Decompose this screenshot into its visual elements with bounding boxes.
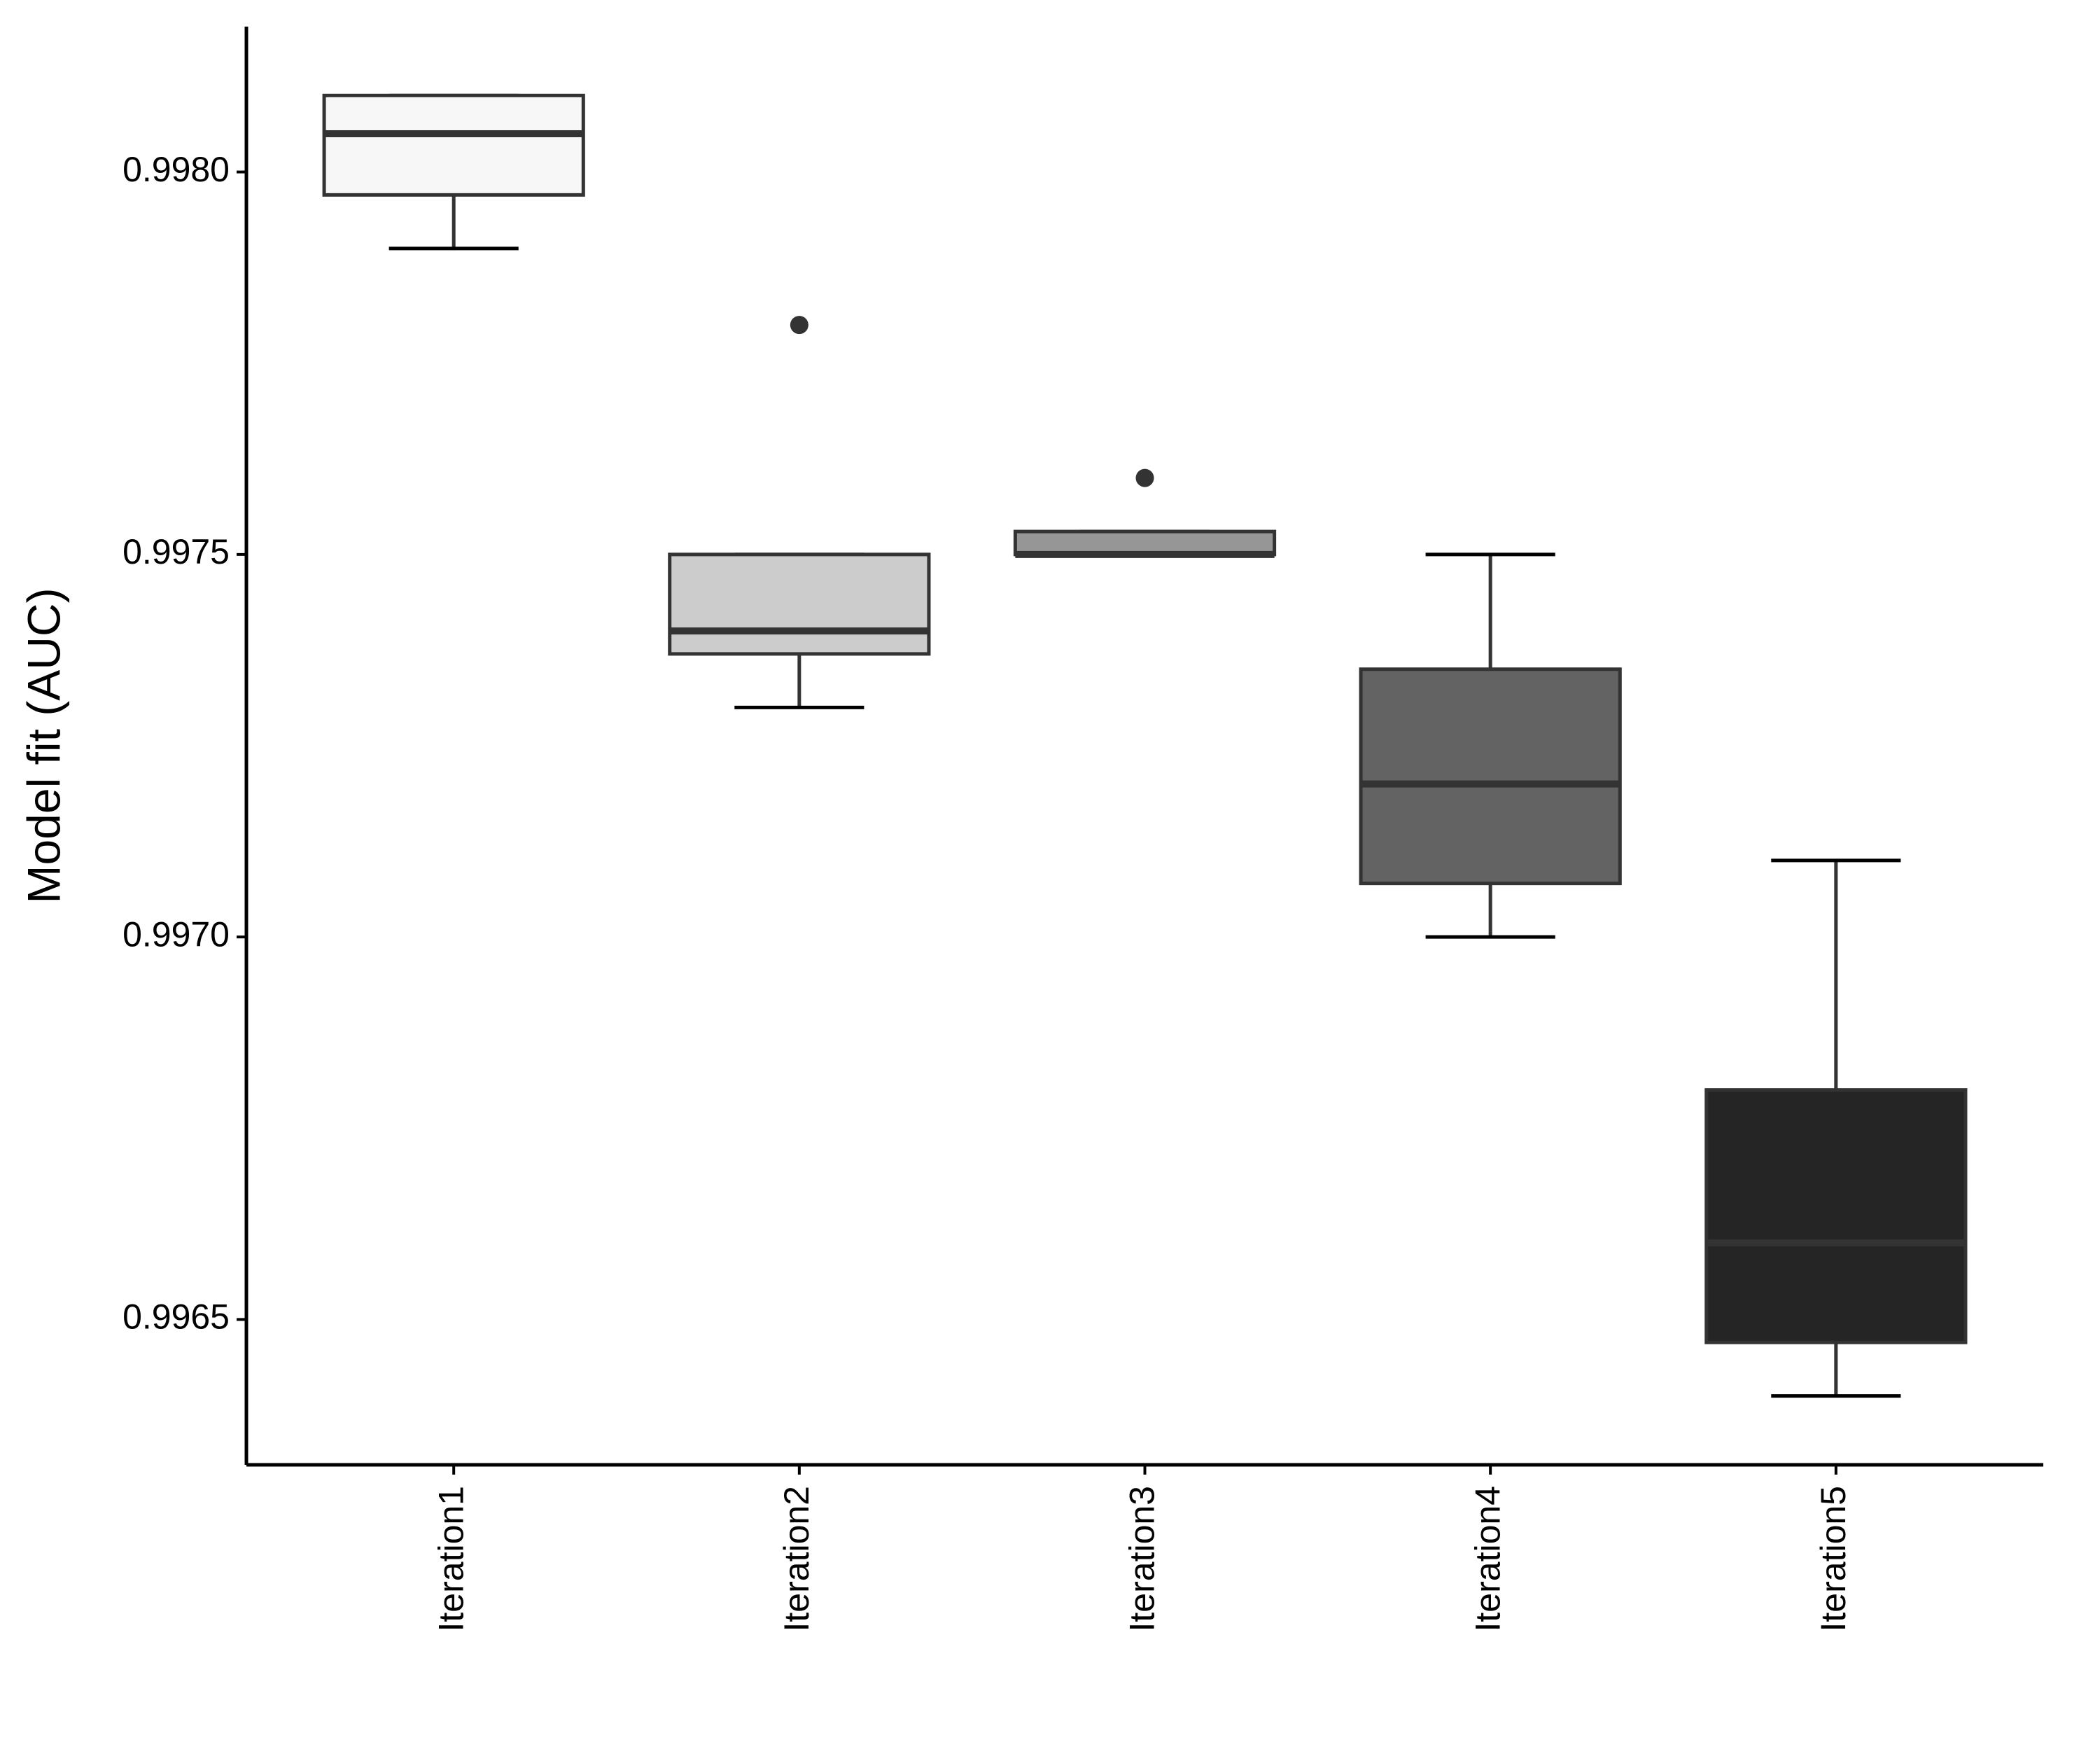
x-tick-label: Iteration1 xyxy=(431,1486,470,1631)
y-tick-label: 0.9970 xyxy=(122,914,230,954)
y-tick-label: 0.9980 xyxy=(122,150,230,189)
y-tick-label: 0.9965 xyxy=(122,1297,230,1337)
x-tick-label: Iteration3 xyxy=(1123,1486,1162,1631)
box xyxy=(322,93,585,197)
box xyxy=(1704,1088,1968,1344)
outlier xyxy=(790,316,808,335)
box xyxy=(1359,667,1622,886)
y-axis-label: Model fit (AUC) xyxy=(18,587,69,903)
outlier xyxy=(1135,468,1154,487)
box xyxy=(668,552,931,656)
x-tick-label: Iteration5 xyxy=(1814,1486,1853,1631)
y-tick-label: 0.9975 xyxy=(122,532,230,571)
x-tick-label: Iteration2 xyxy=(777,1486,816,1631)
x-tick-label: Iteration4 xyxy=(1468,1486,1507,1631)
